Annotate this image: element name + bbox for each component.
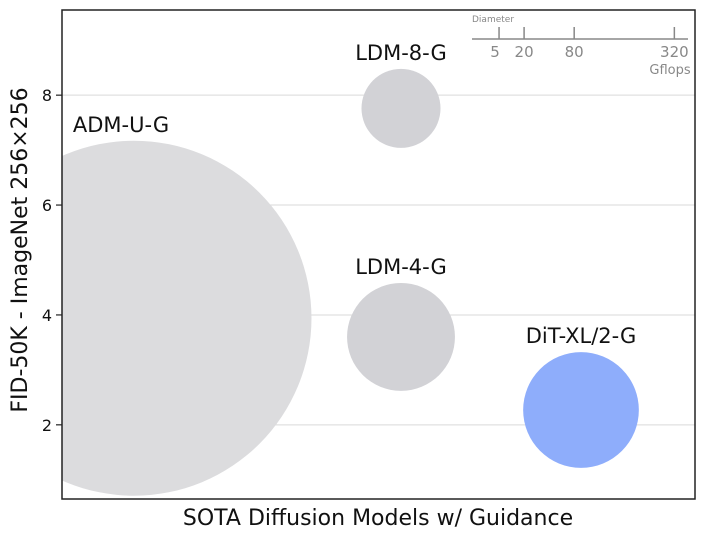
size-legend: Diameter Gflops 5 20 80 320 — [472, 15, 691, 78]
plot-frame — [61, 9, 696, 500]
bubble-layer — [62, 68, 639, 496]
size-legend-tick-label: 80 — [565, 43, 584, 61]
size-legend-tick-label: 20 — [515, 43, 534, 61]
bubble-label: LDM-4-G — [355, 255, 447, 279]
size-legend-tick-label: 320 — [660, 43, 689, 61]
y-tick-label: 8 — [42, 86, 52, 105]
bubble-label: ADM-U-G — [73, 113, 169, 137]
x-axis-label: SOTA Diffusion Models w/ Guidance — [183, 506, 573, 531]
bubble-ldm-8-g — [361, 68, 441, 148]
bubble-label: LDM-8-G — [355, 41, 447, 65]
bubble-dit-xl-2-g — [523, 352, 639, 468]
size-legend-tick-label: 5 — [490, 43, 500, 61]
y-axis: 2 4 6 8 — [42, 86, 62, 435]
size-legend-title: Diameter — [472, 15, 514, 25]
bubble-label-layer: ADM-U-G LDM-8-G LDM-4-G DiT-XL/2-G — [73, 41, 636, 348]
y-axis-label: FID-50K - ImageNet 256×256 — [8, 87, 33, 412]
bubble-label: DiT-XL/2-G — [526, 324, 637, 348]
y-tick-label: 4 — [42, 306, 52, 325]
bubble-adm-u-g — [62, 140, 312, 496]
size-legend-unit: Gflops — [649, 63, 690, 78]
y-tick-label: 2 — [42, 416, 52, 435]
bubble-ldm-4-g — [347, 282, 455, 391]
y-tick-label: 6 — [42, 196, 52, 215]
